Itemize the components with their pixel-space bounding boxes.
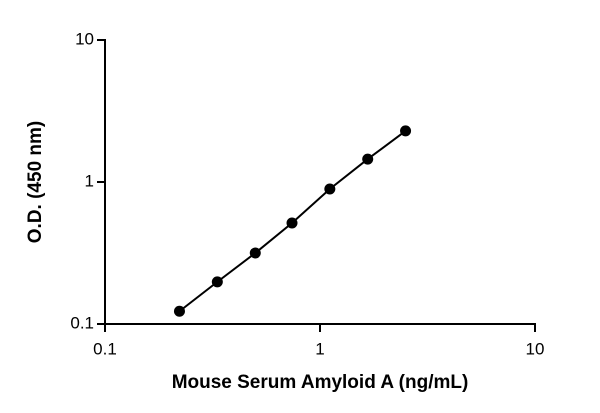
x-tick-label: 10 [526, 339, 545, 358]
y-tick-label: 0.1 [70, 313, 94, 332]
x-tick-label: 1 [315, 339, 324, 358]
data-point [286, 217, 298, 229]
data-point [324, 183, 336, 195]
x-tick-label: 0.1 [93, 339, 117, 358]
y-tick-label: 1 [85, 171, 94, 190]
data-point [211, 276, 223, 288]
y-axis-title: O.D. (450 nm) [25, 121, 46, 243]
data-point [173, 305, 185, 317]
x-axis-title: Mouse Serum Amyloid A (ng/mL) [172, 372, 469, 393]
y-tick-label: 10 [75, 29, 94, 48]
data-point [249, 247, 261, 259]
data-point [362, 153, 374, 165]
data-point [400, 125, 412, 137]
